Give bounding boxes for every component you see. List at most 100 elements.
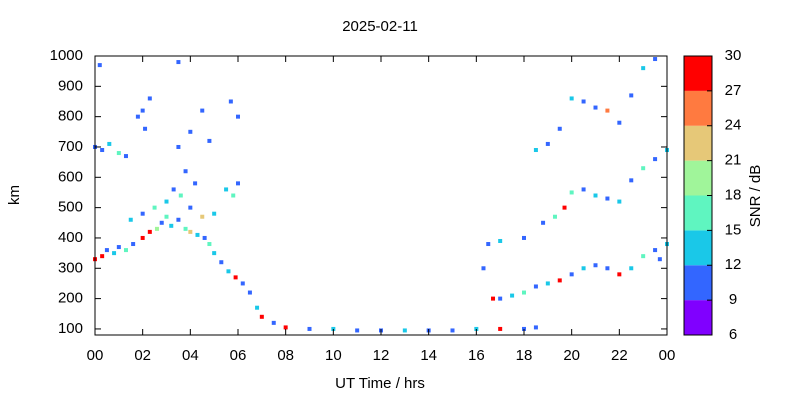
- colorbar-tick-label: 24: [725, 117, 742, 134]
- data-point: [140, 211, 145, 216]
- data-point: [188, 229, 193, 234]
- data-point: [522, 290, 526, 295]
- x-tick-label: 18: [516, 347, 533, 364]
- colorbar-label: SNR / dB: [747, 165, 764, 228]
- data-point: [159, 220, 164, 225]
- data-point: [605, 108, 610, 113]
- data-point: [152, 205, 157, 210]
- data-point: [123, 248, 128, 253]
- data-point: [219, 260, 224, 265]
- data-point: [562, 205, 567, 210]
- data-point: [200, 108, 205, 113]
- data-point: [522, 235, 526, 240]
- colorbar-band: [684, 90, 712, 126]
- data-point: [605, 266, 610, 271]
- data-point: [355, 328, 360, 333]
- data-point: [581, 266, 586, 271]
- data-point: [657, 257, 662, 262]
- data-point: [169, 223, 174, 228]
- data-point: [307, 326, 312, 331]
- colorbar-band: [684, 300, 712, 335]
- data-point: [200, 214, 205, 219]
- colorbar-tick-label: 30: [725, 47, 742, 64]
- data-point: [188, 205, 193, 210]
- data-point: [131, 242, 136, 247]
- data-point: [617, 272, 622, 277]
- data-point: [653, 157, 658, 162]
- data-point: [188, 129, 193, 134]
- data-point: [147, 96, 152, 101]
- colorbar-band: [684, 195, 712, 231]
- data-point: [629, 93, 634, 98]
- data-point: [123, 154, 128, 159]
- colorbar-tick-label: 12: [725, 256, 742, 273]
- data-point: [593, 263, 598, 268]
- data-point: [491, 296, 496, 301]
- x-tick-label: 20: [563, 347, 580, 364]
- x-tick-label: 00: [659, 347, 676, 364]
- data-point: [176, 60, 181, 65]
- data-point: [140, 108, 145, 113]
- data-point: [593, 193, 598, 198]
- data-point: [100, 254, 105, 259]
- data-point: [641, 254, 646, 259]
- data-point: [593, 105, 598, 110]
- colorbar-tick-label: 27: [725, 82, 742, 99]
- x-tick-label: 02: [134, 347, 151, 364]
- data-point: [183, 226, 188, 231]
- x-tick-label: 22: [611, 347, 628, 364]
- data-point: [135, 114, 140, 119]
- data-point: [176, 144, 181, 149]
- data-point: [116, 151, 121, 156]
- colorbar-tick-label: 21: [725, 152, 742, 169]
- colorbar-tick-label: 9: [729, 291, 737, 308]
- data-point: [207, 242, 212, 247]
- data-point: [143, 126, 148, 131]
- data-point: [605, 196, 610, 201]
- data-point: [498, 326, 503, 331]
- data-point: [545, 281, 550, 286]
- y-tick-label: 700: [58, 138, 83, 155]
- data-point: [240, 281, 245, 286]
- y-tick-label: 100: [58, 320, 83, 337]
- data-point: [653, 248, 658, 253]
- data-point: [629, 266, 634, 271]
- chart-title: 2025-02-11: [342, 18, 418, 35]
- data-point: [450, 328, 455, 333]
- data-point: [259, 314, 264, 319]
- y-tick-label: 1000: [50, 47, 83, 64]
- colorbar-tick-label: 15: [725, 221, 742, 238]
- data-point: [510, 293, 515, 298]
- data-point: [212, 211, 217, 216]
- data-point: [224, 187, 229, 192]
- data-point: [641, 166, 646, 171]
- y-tick-label: 900: [58, 77, 83, 94]
- data-point: [533, 148, 538, 153]
- data-point: [498, 238, 503, 243]
- data-point: [207, 138, 212, 143]
- data-point: [140, 235, 145, 240]
- data-point: [283, 325, 288, 330]
- data-point: [233, 275, 238, 280]
- colorbar-band: [684, 230, 712, 266]
- data-point: [236, 181, 240, 186]
- colorbar-band: [684, 56, 712, 91]
- y-tick-label: 300: [58, 259, 83, 276]
- data-point: [641, 66, 646, 71]
- data-point: [112, 251, 117, 256]
- data-point: [331, 326, 336, 331]
- data-point: [104, 248, 109, 253]
- data-point: [236, 114, 240, 119]
- x-tick-label: 14: [420, 347, 437, 364]
- data-point: [171, 187, 176, 192]
- x-tick-label: 04: [182, 347, 199, 364]
- y-axis-label: km: [6, 185, 23, 205]
- data-point: [231, 193, 236, 198]
- x-axis-label: UT Time / hrs: [335, 375, 425, 392]
- data-point: [255, 305, 260, 310]
- data-point: [581, 99, 586, 104]
- data-point: [569, 272, 574, 277]
- data-point: [541, 220, 546, 225]
- data-point: [193, 181, 198, 186]
